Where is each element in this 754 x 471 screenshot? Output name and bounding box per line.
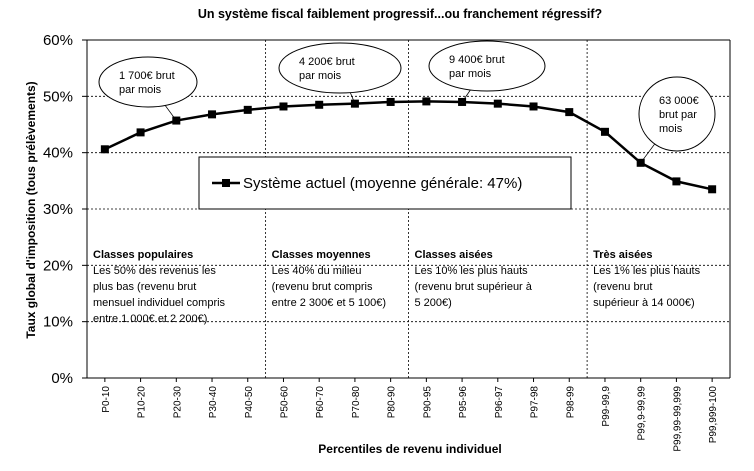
x-tick-label: P97-98 — [530, 386, 541, 419]
y-tick-label: 10% — [43, 314, 73, 331]
region-label: Classes moyennes Les 40% du milieu (revenu… — [272, 249, 386, 309]
callout: 63 000€ brut par mois — [638, 76, 716, 164]
y-tick-label: 50% — [43, 88, 73, 105]
region-title: Classes moyennes — [272, 249, 371, 261]
callout-bubble — [638, 76, 716, 152]
region-text: supérieur à 14 000€) — [593, 297, 695, 309]
region-text: 5 200€) — [415, 297, 452, 309]
y-tick-label: 0% — [51, 370, 73, 387]
callout-text: mois — [659, 123, 683, 135]
x-tick-label: P20-30 — [172, 386, 183, 419]
x-tick-label: P98-99 — [565, 386, 576, 419]
data-point — [600, 127, 609, 136]
x-tick-label: P96-97 — [494, 386, 505, 419]
y-tick-label: 30% — [43, 201, 73, 218]
region-text: Les 1% les plus hauts — [593, 265, 701, 277]
chart-title: Un système fiscal faiblement progressif.… — [198, 7, 602, 21]
data-point — [708, 185, 717, 194]
data-point — [100, 145, 109, 154]
x-tick-label: P99,99-99,999 — [672, 386, 683, 452]
y-tick-label: 40% — [43, 145, 73, 162]
region-text: Les 40% du milieu — [272, 265, 362, 277]
x-tick-label: P95-96 — [458, 386, 469, 419]
callout: 4 200€ brut par mois — [278, 42, 402, 104]
series-line — [104, 100, 713, 191]
x-tick-label: P40-50 — [244, 386, 255, 419]
legend-frame — [198, 156, 572, 210]
x-tick-label: P60-70 — [315, 386, 326, 419]
callout: 9 400€ brut par mois — [428, 40, 546, 103]
region-text: (revenu brut compris — [272, 281, 373, 293]
data-point — [279, 102, 288, 111]
region-text: entre 1 000€ et 2 200€) — [93, 313, 207, 325]
data-point — [422, 97, 431, 106]
region-text: entre 2 300€ et 5 100€) — [272, 297, 386, 309]
region-text: Les 10% les plus hauts — [415, 265, 529, 277]
x-tick-label: P80-90 — [387, 386, 398, 419]
region-title: Classes aisées — [415, 249, 493, 261]
region-text: (revenu brut supérieur à — [415, 281, 533, 293]
region-label: Classes aisées Les 10% les plus hauts (rev… — [415, 249, 533, 309]
x-tick-label: P99,999-100 — [708, 386, 719, 444]
callout-text: par mois — [449, 68, 492, 80]
callout-text: par mois — [299, 70, 342, 82]
region-text: plus bas (revenu brut — [93, 281, 196, 293]
x-tick-label: P90-95 — [422, 386, 433, 419]
y-tick-label: 60% — [43, 32, 73, 49]
x-tick-label: P70-80 — [351, 386, 362, 419]
region-text: (revenu brut — [593, 281, 652, 293]
data-point — [565, 108, 574, 117]
callout-bubble — [278, 42, 402, 94]
legend: Système actuel (moyenne générale: 47%) — [198, 156, 572, 210]
region-title: Classes populaires — [93, 249, 193, 261]
callout-text: 4 200€ brut — [299, 56, 355, 68]
x-tick-label: P99-99,9 — [601, 386, 612, 427]
data-point — [315, 100, 324, 109]
region-title: Très aisées — [593, 249, 652, 261]
data-point — [493, 99, 502, 108]
axes: 0% 10% 20% 30% 40% 50% 60% P0-10 P10-20 P20-30 P30… — [43, 32, 731, 452]
data-point — [243, 105, 252, 114]
data-point — [529, 102, 538, 111]
callout-text: par mois — [119, 84, 162, 96]
x-tick-label: P50-60 — [279, 386, 290, 419]
data-point — [386, 97, 395, 106]
legend-box: Système actuel (moyenne générale: 47%) — [198, 156, 572, 210]
callout-text: 63 000€ — [659, 95, 699, 107]
region-label: Très aisées Les 1% les plus hauts (revenu … — [593, 249, 701, 309]
data-point — [208, 110, 217, 119]
callout-text: 9 400€ brut — [449, 54, 505, 66]
callout: 1 700€ brut par mois — [98, 56, 198, 121]
x-tick-label: P99,9-99,99 — [637, 386, 648, 441]
legend-label: Système actuel (moyenne générale: 47%) — [243, 175, 522, 192]
x-tick-label: P0-10 — [101, 386, 112, 413]
region-labels: Classes populaires Les 50% des revenus le… — [93, 249, 701, 325]
x-axis-title: Percentiles de revenu individuel — [318, 442, 501, 456]
y-axis-title: Taux global d'imposition (tous prélèveme… — [24, 81, 38, 338]
callout-text: brut par — [659, 109, 697, 121]
region-text: Les 50% des revenus les — [93, 265, 216, 277]
legend-marker — [222, 179, 230, 187]
callout-text: 1 700€ brut — [119, 70, 175, 82]
callout-bubble — [98, 56, 198, 108]
region-label: Classes populaires Les 50% des revenus le… — [93, 249, 226, 325]
y-tick-label: 20% — [43, 257, 73, 274]
callout-bubble — [428, 40, 546, 92]
x-tick-label: P30-40 — [208, 386, 219, 419]
x-tick-label: P10-20 — [137, 386, 148, 419]
data-point — [136, 128, 145, 137]
region-text: mensuel individuel compris — [93, 297, 226, 309]
data-point — [672, 177, 681, 186]
